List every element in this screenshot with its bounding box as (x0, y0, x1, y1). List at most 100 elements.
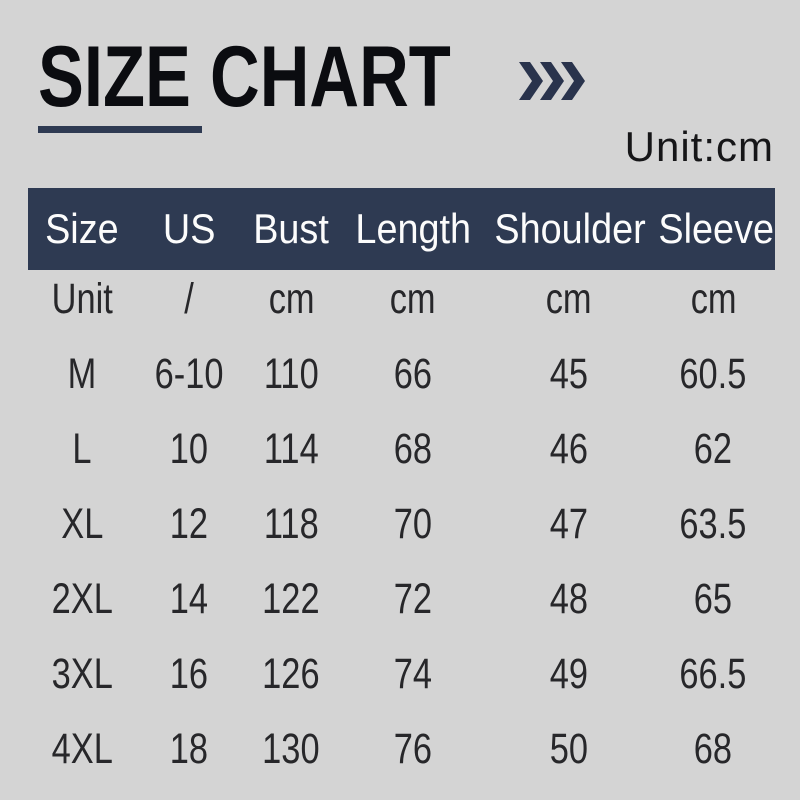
table-cell: cm (340, 275, 486, 324)
table-row-4xl: 4XL 18 130 76 50 68 (28, 712, 775, 787)
table-row-unit: Unit / cm cm cm cm (28, 262, 775, 337)
table-cell: cm (242, 275, 340, 324)
page-title: SIZE CHART (38, 34, 554, 120)
table-cell: 126 (242, 650, 340, 699)
cell-value: 46 (549, 425, 588, 473)
table-cell: 47 (486, 500, 652, 549)
table-row-m: M 6-10 110 66 45 60.5 (28, 337, 775, 412)
table-cell: 63.5 (652, 500, 775, 549)
table-cell: / (136, 275, 242, 324)
cell-value: 47 (549, 500, 588, 548)
table-cell: 3XL (28, 650, 136, 699)
table-cell: 66.5 (652, 650, 775, 699)
cell-value: cm (690, 275, 737, 323)
cell-value: 4XL (51, 725, 113, 773)
table-cell: cm (652, 275, 775, 324)
table-cell: 74 (340, 650, 486, 699)
table-cell: 50 (486, 725, 652, 774)
page-title-text: SIZE CHART (38, 29, 451, 125)
table-cell: cm (486, 275, 652, 324)
table-cell: 60.5 (652, 350, 775, 399)
cell-value: 72 (393, 575, 433, 623)
table-cell: 4XL (28, 725, 136, 774)
table-cell: 114 (242, 425, 340, 474)
cell-value: 130 (262, 725, 320, 773)
cell-value: 18 (170, 725, 209, 773)
cell-value: cm (268, 275, 315, 323)
table-cell: 2XL (28, 575, 136, 624)
table-cell: 46 (486, 425, 652, 474)
cell-value: 14 (170, 575, 209, 623)
cell-value: L (72, 425, 92, 473)
cell-value: 10 (170, 425, 209, 473)
cell-value: 66.5 (679, 650, 747, 698)
title-underline (38, 126, 202, 133)
table-cell: L (28, 425, 136, 474)
cell-value: 63.5 (679, 500, 747, 548)
table-cell: 65 (652, 575, 775, 624)
table-row-xl: XL 12 118 70 47 63.5 (28, 487, 775, 562)
cell-value: 68 (393, 425, 433, 473)
header-cell-sleeve: Sleeve (652, 205, 775, 253)
cell-value: 114 (263, 425, 319, 473)
header-cell-length: Length (340, 205, 486, 253)
triple-chevron-right-icon (519, 62, 585, 100)
header-cell-size: Size (28, 205, 136, 253)
table-cell: 72 (340, 575, 486, 624)
table-row-2xl: 2XL 14 122 72 48 65 (28, 562, 775, 637)
cell-value: 16 (170, 650, 209, 698)
cell-value: 62 (694, 425, 733, 473)
table-cell: 48 (486, 575, 652, 624)
table-cell: 62 (652, 425, 775, 474)
header-label: Length (355, 205, 471, 252)
cell-value: 66 (393, 350, 433, 398)
table-cell: Unit (28, 275, 136, 324)
header-cell-bust: Bust (242, 205, 340, 253)
cell-value: 45 (549, 350, 588, 398)
cell-value: 68 (694, 725, 733, 773)
table-cell: 49 (486, 650, 652, 699)
cell-value: 3XL (51, 650, 113, 698)
table-cell: 68 (340, 425, 486, 474)
table-cell: 14 (136, 575, 242, 624)
table-cell: 118 (242, 500, 340, 549)
cell-value: 70 (393, 500, 433, 548)
cell-value: 74 (393, 650, 433, 698)
cell-value: 76 (393, 725, 433, 773)
table-cell: 6-10 (136, 350, 242, 399)
table-cell: M (28, 350, 136, 399)
cell-value: cm (390, 275, 436, 323)
table-cell: 130 (242, 725, 340, 774)
header-label: US (163, 205, 216, 252)
cell-value: 65 (694, 575, 733, 623)
table-cell: 122 (242, 575, 340, 624)
header-label: Shoulder (494, 205, 646, 252)
table-cell: 16 (136, 650, 242, 699)
size-table-body: Unit / cm cm cm cm M 6-10 110 66 45 60.5… (28, 262, 775, 787)
cell-value: 110 (263, 350, 319, 398)
cell-value: 6-10 (154, 350, 224, 398)
unit-note: Unit:cm (624, 123, 774, 170)
header-cell-shoulder: Shoulder (486, 205, 652, 253)
table-cell: 110 (242, 350, 340, 399)
table-header-row: Size US Bust Length Shoulder Sleeve (28, 188, 775, 270)
cell-value: 126 (262, 650, 320, 698)
cell-value: XL (61, 500, 104, 548)
table-cell: 18 (136, 725, 242, 774)
cell-value: 49 (549, 650, 588, 698)
header-label: Sleeve (658, 205, 774, 252)
cell-value: 122 (262, 575, 320, 623)
table-cell: 70 (340, 500, 486, 549)
cell-value: 118 (263, 500, 319, 548)
cell-value: / (184, 275, 195, 323)
table-cell: 76 (340, 725, 486, 774)
cell-value: 2XL (51, 575, 113, 623)
cell-value: 60.5 (679, 350, 747, 398)
cell-value: cm (545, 275, 592, 323)
table-cell: XL (28, 500, 136, 549)
cell-value: 12 (170, 500, 209, 548)
table-cell: 45 (486, 350, 652, 399)
header-label: Size (45, 205, 119, 252)
cell-value: 50 (549, 725, 588, 773)
